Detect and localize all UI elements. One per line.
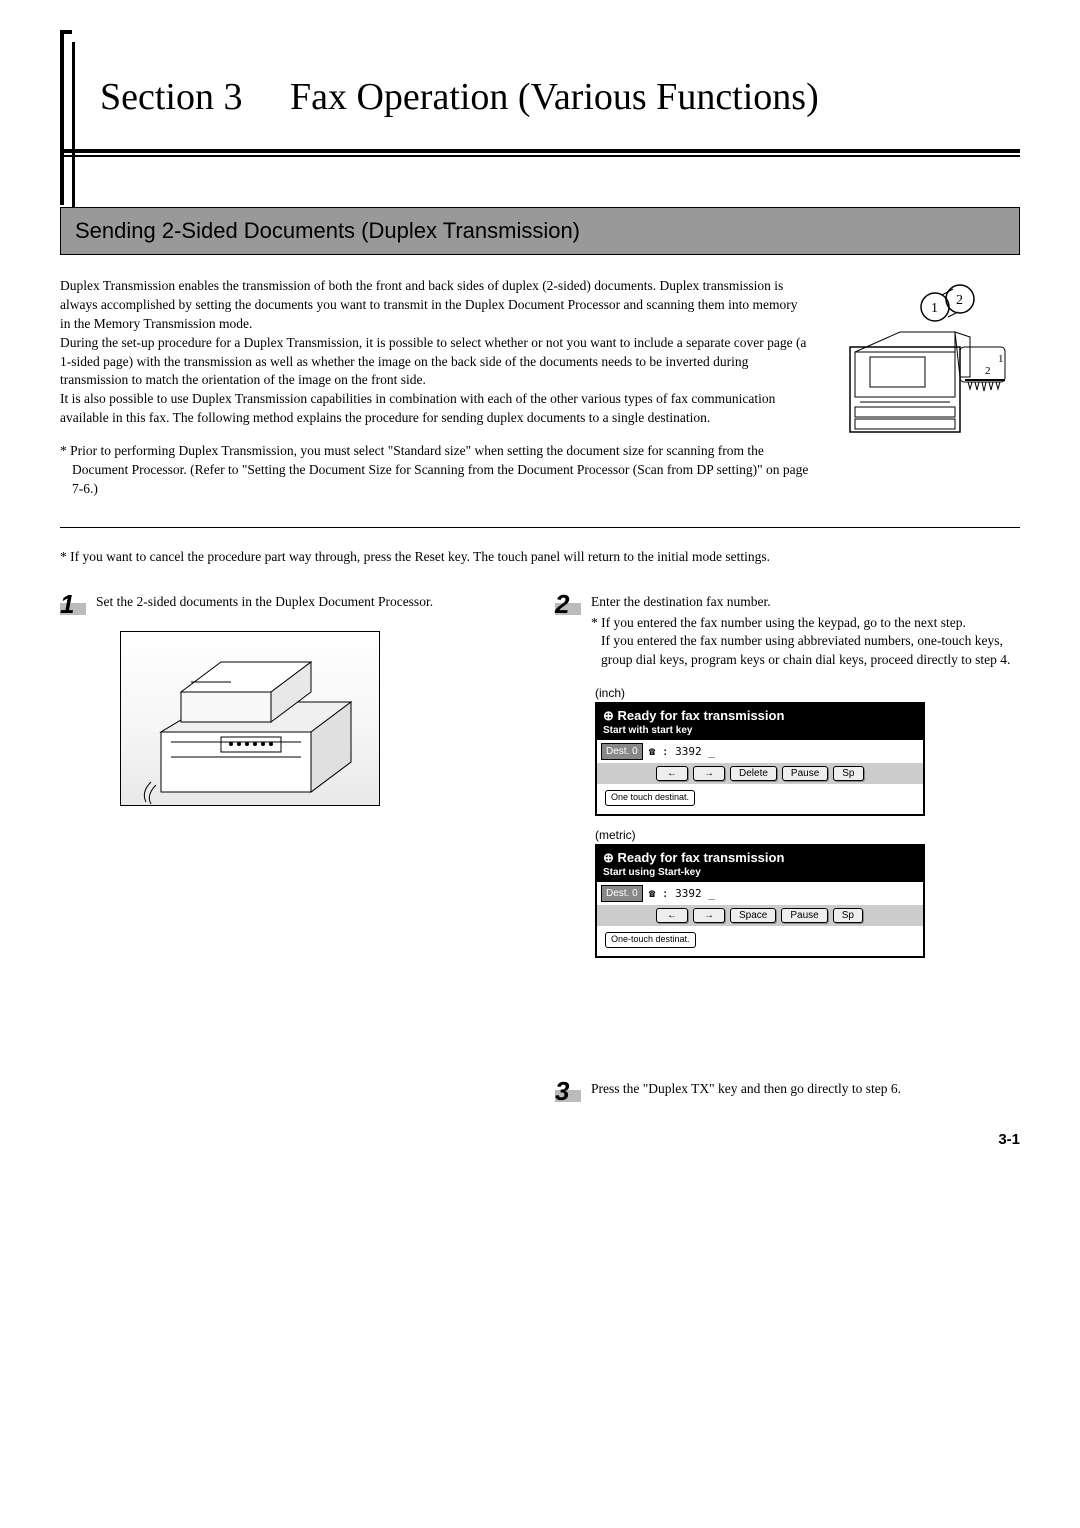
cancel-note: * If you want to cancel the procedure pa… <box>60 548 1020 567</box>
lcd-left-arrow[interactable]: ← <box>656 766 688 781</box>
duplex-processor-illustration <box>120 631 380 806</box>
step-3-text: Press the "Duplex TX" key and then go di… <box>591 1078 1020 1102</box>
lcd-header-inch: ⊕ Ready for fax transmission Start with … <box>597 704 923 740</box>
horizontal-separator <box>60 527 1020 528</box>
lcd-header-metric: ⊕ Ready for fax transmission Start using… <box>597 846 923 882</box>
panel-label-inch: (inch) <box>595 686 1020 700</box>
lcd-panel-metric: ⊕ Ready for fax transmission Start using… <box>595 844 925 958</box>
lcd-ready-inch: Ready for fax transmission <box>618 708 785 723</box>
lcd-start-inch: Start with start key <box>603 725 917 736</box>
lcd-left-arrow-m[interactable]: ← <box>656 908 688 923</box>
lcd-destnum-inch: ☎ : 3392 _ <box>646 745 718 758</box>
section-title: Section 3 Fax Operation (Various Functio… <box>60 75 1020 119</box>
step-number-3: 3 <box>555 1078 581 1102</box>
lcd-destnum-metric: ☎ : 3392 _ <box>646 887 718 900</box>
panel-label-metric: (metric) <box>595 828 1020 842</box>
lcd-start-metric: Start using Start-key <box>603 867 917 878</box>
lcd-panel-inch: ⊕ Ready for fax transmission Start with … <box>595 702 925 816</box>
step-number-2: 2 <box>555 591 581 615</box>
decorative-corner-bar-inner <box>72 42 80 207</box>
lcd-button-row-metric: ← → Space Pause Sp <box>597 905 923 926</box>
step-2-text: Enter the destination fax number. <box>591 593 1020 612</box>
svg-text:1: 1 <box>931 301 938 316</box>
svg-text:2: 2 <box>985 365 991 377</box>
step-1-text: Set the 2-sided documents in the Duplex … <box>96 591 525 615</box>
lcd-dest-metric: Dest. 0 <box>601 885 643 902</box>
lcd-pause-button[interactable]: Pause <box>782 766 828 781</box>
step-2-sub1: * If you entered the fax number using th… <box>591 614 1020 633</box>
lcd-onetouch-metric[interactable]: One-touch destinat. <box>605 932 696 948</box>
lcd-dest-inch: Dest. 0 <box>601 743 643 760</box>
lcd-pause-button-m[interactable]: Pause <box>781 908 827 923</box>
decorative-corner-bar <box>60 30 72 205</box>
intro-note: * Prior to performing Duplex Transmissio… <box>60 442 810 499</box>
lcd-sp-button[interactable]: Sp <box>833 766 863 781</box>
lcd-sp-button-m[interactable]: Sp <box>833 908 863 923</box>
lcd-ready-metric: Ready for fax transmission <box>618 850 785 865</box>
subsection-heading: Sending 2-Sided Documents (Duplex Transm… <box>60 207 1020 255</box>
printer-illustration: 1 2 1 2 <box>830 277 1020 499</box>
lcd-onetouch-inch[interactable]: One touch destinat. <box>605 790 695 806</box>
section-title-text: Fax Operation (Various Functions) <box>290 76 819 118</box>
title-rule-thick <box>60 149 1020 153</box>
intro-paragraph-1: Duplex Transmission enables the transmis… <box>60 277 810 334</box>
svg-text:2: 2 <box>956 293 963 308</box>
lcd-right-arrow-m[interactable]: → <box>693 908 725 923</box>
lcd-right-arrow[interactable]: → <box>693 766 725 781</box>
step-number-1: 1 <box>60 591 86 615</box>
svg-text:1: 1 <box>998 353 1004 365</box>
intro-paragraph-2: During the set-up procedure for a Duplex… <box>60 334 810 391</box>
intro-paragraph-3: It is also possible to use Duplex Transm… <box>60 390 810 428</box>
page-number: 3-1 <box>998 1131 1020 1148</box>
title-rule-thin <box>60 155 1020 157</box>
lcd-space-button[interactable]: Space <box>730 908 776 923</box>
lcd-button-row-inch: ← → Delete Pause Sp <box>597 763 923 784</box>
step-2-sub2: If you entered the fax number using abbr… <box>591 632 1020 670</box>
lcd-delete-button[interactable]: Delete <box>730 766 777 781</box>
section-number: Section 3 <box>100 76 242 118</box>
